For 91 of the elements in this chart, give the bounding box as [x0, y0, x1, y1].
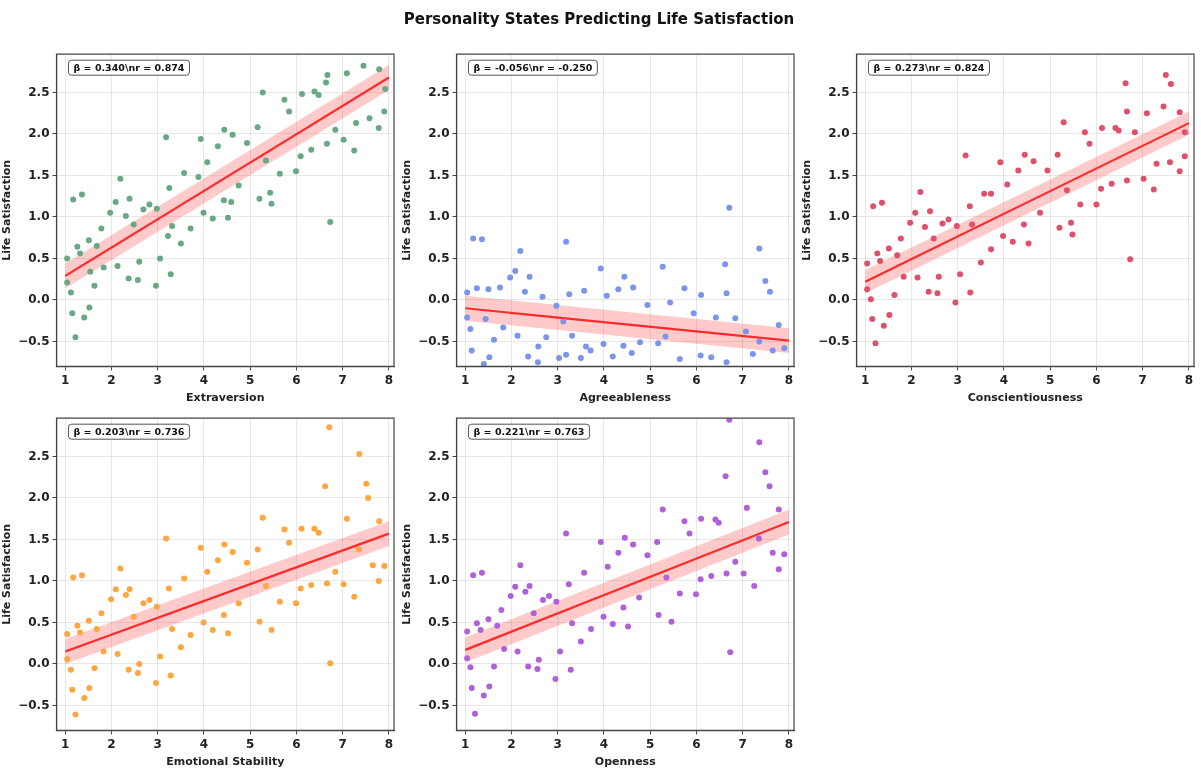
x-axis-title: Emotional Stability [166, 755, 285, 769]
x-tick-label: 5 [246, 372, 255, 387]
x-tick-label: 8 [1184, 372, 1194, 387]
y-axis-title: Life Satisfaction [0, 159, 14, 261]
y-tick-label: −0.5 [18, 333, 50, 348]
x-tick-label: 5 [646, 736, 655, 751]
annotation: β = 0.221\nr = 0.763 [473, 425, 585, 437]
y-tick-label: −0.5 [418, 697, 450, 712]
y-axis-title: Life Satisfaction [400, 159, 414, 261]
x-tick-label: 1 [61, 736, 70, 751]
y-tick-label: 1.5 [828, 167, 850, 182]
annotation: β = 0.203\nr = 0.736 [73, 425, 185, 437]
y-tick-label: −0.5 [818, 333, 850, 348]
x-tick-label: 6 [292, 372, 301, 387]
x-axis-title: Conscientiousness [967, 391, 1084, 405]
y-tick-label: 0.5 [428, 250, 450, 265]
annotation: β = 0.340\nr = 0.874 [73, 61, 185, 73]
y-tick-label: 2.5 [828, 84, 850, 99]
x-tick-label: 7 [738, 736, 747, 751]
x-tick-label: 7 [1138, 372, 1147, 387]
x-tick-label: 3 [953, 372, 962, 387]
chart-title: Personality States Predicting Life Satisfaction [402, 10, 796, 28]
x-tick-label: 4 [999, 372, 1009, 387]
y-tick-label: 0.0 [428, 656, 450, 671]
y-tick-label: 0.0 [28, 292, 50, 307]
y-tick-label: −0.5 [18, 697, 50, 712]
y-tick-label: 2.5 [428, 448, 450, 463]
x-tick-label: 6 [292, 736, 301, 751]
x-tick-label: 2 [107, 736, 116, 751]
x-tick-label: 3 [153, 372, 162, 387]
x-tick-label: 7 [338, 736, 347, 751]
x-axis-title: Agreeableness [579, 391, 672, 405]
x-tick-label: 8 [784, 736, 794, 751]
x-tick-label: 1 [861, 372, 870, 387]
y-tick-label: 2.0 [28, 490, 50, 505]
y-tick-label: 0.0 [28, 656, 50, 671]
y-tick-label: 1.0 [428, 209, 450, 224]
y-tick-label: 2.5 [28, 84, 50, 99]
x-tick-label: 7 [338, 372, 347, 387]
x-tick-label: 4 [599, 372, 609, 387]
x-tick-label: 6 [692, 372, 701, 387]
x-tick-label: 1 [461, 736, 470, 751]
y-tick-label: 2.0 [28, 126, 50, 141]
y-axis-title: Life Satisfaction [0, 523, 14, 625]
x-axis-title: Openness [594, 755, 657, 769]
y-tick-label: 2.0 [428, 126, 450, 141]
y-tick-label: 2.5 [28, 448, 50, 463]
x-tick-label: 2 [907, 372, 916, 387]
y-axis-title: Life Satisfaction [800, 159, 814, 261]
annotation: β = 0.273\nr = 0.824 [873, 61, 985, 73]
y-tick-label: −0.5 [418, 333, 450, 348]
y-tick-label: 1.0 [28, 573, 50, 588]
y-tick-label: 2.5 [428, 84, 450, 99]
x-axis-title: Extraversion [186, 391, 265, 405]
x-tick-label: 2 [507, 372, 516, 387]
y-tick-label: 1.0 [828, 209, 850, 224]
y-tick-label: 0.5 [828, 250, 850, 265]
x-tick-label: 1 [461, 372, 470, 387]
y-tick-label: 1.5 [428, 531, 450, 546]
y-tick-label: 0.0 [828, 292, 850, 307]
y-tick-label: 1.0 [428, 573, 450, 588]
annotation: β = -0.056\nr = -0.250 [473, 61, 593, 73]
x-tick-label: 4 [599, 736, 609, 751]
x-tick-label: 6 [1092, 372, 1101, 387]
x-tick-label: 7 [738, 372, 747, 387]
x-tick-label: 5 [246, 736, 255, 751]
y-tick-label: 1.5 [428, 167, 450, 182]
x-tick-label: 1 [61, 372, 70, 387]
y-tick-label: 2.0 [428, 490, 450, 505]
y-tick-label: 0.0 [428, 292, 450, 307]
y-axis-title: Life Satisfaction [400, 523, 414, 625]
x-tick-label: 4 [199, 372, 209, 387]
x-tick-label: 5 [1046, 372, 1055, 387]
x-tick-label: 5 [646, 372, 655, 387]
x-tick-label: 4 [199, 736, 209, 751]
x-tick-label: 8 [784, 372, 794, 387]
x-tick-label: 2 [107, 372, 116, 387]
x-tick-label: 8 [384, 736, 394, 751]
x-tick-label: 3 [553, 736, 562, 751]
y-tick-label: 0.5 [428, 614, 450, 629]
y-tick-label: 2.0 [828, 126, 850, 141]
y-tick-label: 1.5 [28, 531, 50, 546]
y-tick-label: 0.5 [28, 614, 50, 629]
y-tick-label: 1.5 [28, 167, 50, 182]
y-tick-label: 0.5 [28, 250, 50, 265]
x-tick-label: 6 [692, 736, 701, 751]
x-tick-label: 3 [153, 736, 162, 751]
x-tick-label: 2 [507, 736, 516, 751]
x-tick-label: 8 [384, 372, 394, 387]
y-tick-label: 1.0 [28, 209, 50, 224]
x-tick-label: 3 [553, 372, 562, 387]
